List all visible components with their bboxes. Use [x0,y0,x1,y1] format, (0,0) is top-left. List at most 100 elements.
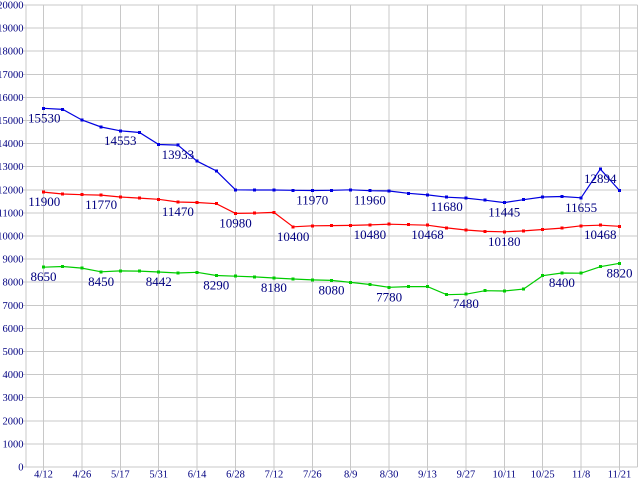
blue-series-point-marker [42,106,45,110]
green-series-point-marker [426,285,429,289]
blue-series-value-label: 13933 [162,147,195,162]
x-tick-label: 5/31 [149,470,168,480]
y-tick-label: 19000 [0,24,24,35]
y-tick-label: 15000 [0,116,24,127]
y-tick-label: 16000 [0,93,24,104]
green-series-point-marker [598,265,602,269]
red-series-point-marker [483,229,487,233]
red-series-point-marker [330,224,333,228]
red-series-value-label: 11900 [28,194,60,209]
blue-series-point-marker [349,188,353,192]
blue-series-value-label: 15530 [28,110,61,125]
red-series-point-marker [618,224,621,228]
red-series-value-label: 11470 [162,204,194,219]
green-series-point-marker [195,270,199,274]
blue-series-point-marker [176,143,180,147]
red-series-value-label: 10980 [219,215,252,230]
y-tick-label: 20000 [0,1,24,12]
y-tick-label: 3000 [3,393,24,404]
y-tick-label: 11000 [0,208,24,219]
red-series-point-marker [214,202,218,206]
green-series-point-marker [445,293,449,297]
green-series-point-marker [214,274,218,277]
y-tick-label: 1000 [3,439,24,450]
red-series-point-marker [195,201,199,204]
green-series-point-marker [61,265,65,268]
red-series-point-marker [522,229,525,233]
green-series-point-marker [502,289,506,293]
y-tick-label: 13000 [0,162,24,173]
blue-series-point-marker [406,191,410,195]
red-series-point-marker [253,211,257,215]
red-series-point-marker [138,196,141,200]
green-series-point-marker [291,277,295,281]
y-tick-label: 12000 [0,185,24,196]
blue-series-point-marker [195,159,199,163]
blue-series-point-marker [387,189,391,193]
blue-series-point-marker [522,198,525,202]
x-tick-label: 8/30 [380,470,399,480]
green-series-point-marker [349,280,353,284]
blue-series-point-marker [214,169,218,173]
green-series-point-marker [310,278,314,282]
green-series-point-marker [579,271,583,275]
red-series-point-marker [42,190,45,194]
red-series-point-marker [80,193,84,197]
red-series-point-marker [406,223,410,227]
blue-series-point-marker [157,143,161,146]
y-tick-label: 10000 [0,232,24,243]
red-series-point-marker [234,211,237,215]
x-tick-label: 10/25 [531,470,555,480]
blue-series-point-marker [483,198,487,202]
y-tick-label: 0 [18,463,23,474]
green-series-value-label: 7780 [376,289,402,304]
blue-series-point-marker [61,107,65,111]
green-series-point-marker [157,270,161,274]
x-tick-label: 11/21 [608,470,632,480]
green-series-point-marker [541,274,545,278]
x-tick-label: 7/26 [303,470,322,480]
x-tick-label: 9/13 [418,470,437,480]
blue-series-point-marker [579,196,583,200]
green-series-point-marker [272,276,276,280]
blue-series-point-marker [560,195,564,198]
green-series-point-marker [560,271,564,275]
green-series-point-marker [330,278,333,282]
blue-series-point-marker [234,188,237,192]
x-tick-label: 6/14 [188,470,207,480]
red-series-value-label: 10468 [584,227,617,242]
red-series-point-marker [426,223,429,227]
blue-series-value-label: 12894 [584,171,617,186]
y-tick-label: 2000 [3,416,24,427]
green-series-value-label: 8080 [319,282,345,297]
blue-series-point-marker [138,131,141,134]
red-series-point-marker [368,223,372,227]
red-series-point-marker [157,197,161,201]
red-series-point-marker [541,228,545,231]
x-tick-label: 4/26 [73,470,92,480]
red-series-point-marker [99,193,103,197]
green-series-point-marker [464,292,468,296]
red-series-point-marker [61,192,65,196]
red-series-point-marker [502,230,506,234]
green-series-point-marker [483,289,487,293]
blue-series-point-marker [291,188,295,192]
blue-series-point-marker [310,189,314,192]
red-series-point-marker [387,222,391,226]
x-tick-label: 4/12 [34,470,53,480]
blue-series-value-label: 11960 [354,193,386,208]
x-tick-label: 8/9 [344,470,357,480]
blue-series-line [43,107,620,204]
green-series-point-marker [368,283,372,286]
red-series-value-label: 11770 [85,197,117,212]
blue-series-point-marker [502,201,506,205]
red-series-value-label: 10468 [411,227,444,242]
blue-series-value-label: 11680 [431,199,463,214]
red-series-point-marker [349,223,353,227]
red-series-point-marker [464,228,468,232]
green-series-point-marker [80,266,84,270]
green-series-point-marker [118,269,122,273]
green-series-point-marker [618,261,621,265]
